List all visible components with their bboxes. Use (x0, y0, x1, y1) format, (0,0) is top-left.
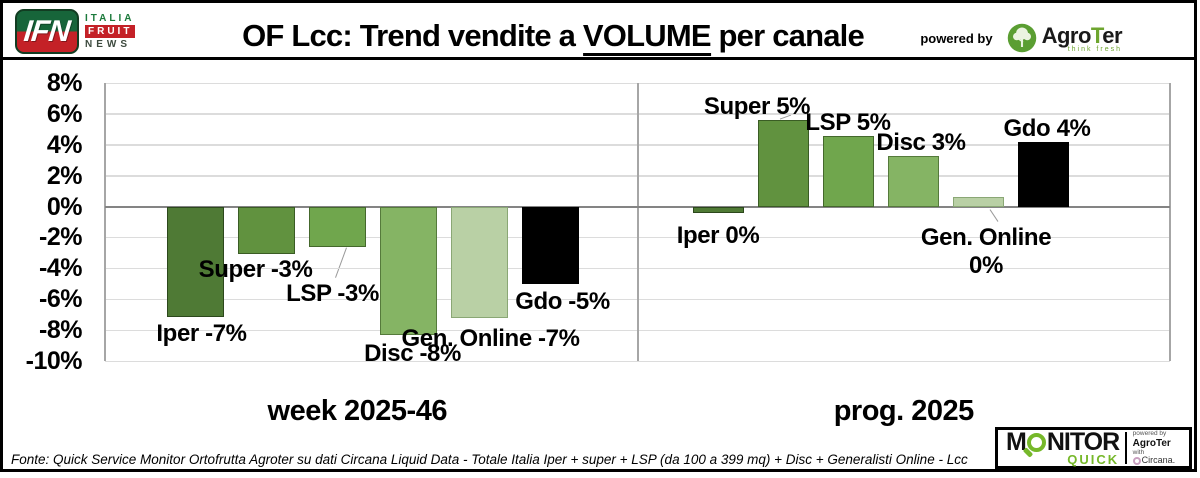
bar-prog-gdo (1017, 141, 1069, 207)
bar-chart: 8% 6% 4% 2% 0% -2% -4% -6% -8% -10% week 2025-46 Ip… (3, 3, 1194, 469)
bar-label: LSP -3% (286, 279, 379, 307)
monitor-word-pre: M (1006, 428, 1027, 456)
monitor-with: with (1132, 448, 1145, 456)
monitor-powered-by: powered by (1132, 430, 1167, 438)
y-axis-tick-label: 4% (46, 130, 83, 159)
bar-label: Gen. Online 0% (920, 223, 1052, 279)
ifn-logo: IFN ITALIA FRUIT NEWS (15, 9, 136, 54)
monitor-quick-wordmark: M NITOR QUICK (1006, 428, 1120, 467)
zero-line (105, 205, 1170, 208)
agroter-tagline: think fresh (1067, 46, 1122, 53)
title-underlined: VOLUME (582, 18, 712, 56)
agroter-name-pre: Agro (1041, 23, 1092, 48)
bar-week-gen-online (451, 206, 508, 318)
title-pre: OF Lcc: Trend vendite a (242, 18, 583, 53)
bar-label: Disc -8% (364, 339, 461, 367)
circana-logo: Circana. (1132, 454, 1176, 466)
y-axis-tick-label: 2% (46, 161, 83, 190)
bar-label: Gen. Online -7% (401, 324, 580, 352)
ifn-badge: IFN (15, 9, 79, 54)
y-axis-tick-label: 8% (46, 69, 83, 97)
monitor-credits: powered by AgroTer with Circana. (1132, 430, 1176, 466)
bar-prog-gen-online (952, 197, 1004, 207)
y-axis-tick-label: 6% (46, 99, 83, 128)
bar-prog-iper (692, 206, 744, 214)
bar-label: Iper -7% (156, 319, 247, 347)
bar-week-gdo (522, 206, 579, 284)
bar-week-disc (380, 206, 437, 335)
bar-label: Gdo -5% (515, 287, 610, 315)
powered-by-label: powered by (920, 30, 993, 46)
source-note: Fonte: Quick Service Monitor Ortofrutta … (11, 452, 968, 467)
plot-right-border (1169, 83, 1171, 361)
bar-prog-lsp (822, 135, 874, 207)
y-axis-line (104, 83, 106, 361)
panel-caption: week 2025-46 (267, 395, 448, 427)
ifn-wordmark: ITALIA FRUIT NEWS (85, 13, 136, 50)
bar-label: Iper 0% (676, 221, 760, 249)
agroter-tree-icon (1007, 23, 1036, 53)
bar-label: Disc 3% (876, 128, 966, 156)
monitor-divider (1125, 432, 1127, 464)
page-title: OF Lcc: Trend vendite a VOLUME per canal… (242, 18, 865, 56)
panel-caption: prog. 2025 (833, 395, 975, 427)
y-axis-tick-label: -2% (39, 223, 82, 252)
y-axis-tick-label: 0% (46, 192, 83, 221)
monitor-word: M NITOR (1006, 428, 1120, 458)
bar-prog-super (757, 120, 809, 207)
bar-week-super (238, 206, 295, 255)
leader-line (335, 247, 347, 278)
circana-dot-icon (1132, 456, 1141, 465)
gridline (105, 360, 1170, 362)
bar-label: Gdo 4% (1003, 114, 1091, 142)
panel-divider (636, 83, 639, 361)
quick-label: QUICK (1067, 452, 1120, 467)
bar-prog-disc (887, 155, 939, 207)
bar-label: LSP 5% (805, 108, 891, 136)
circana-label: Circana. (1141, 454, 1176, 465)
monitor-quick-logo: M NITOR QUICK powered by AgroTer with Cir… (995, 427, 1192, 469)
leader-line (989, 209, 999, 222)
magnifier-icon (1022, 433, 1046, 458)
agroter-logo: AgroTer think fresh (1007, 23, 1122, 53)
y-axis-tick-label: -4% (39, 254, 82, 283)
agroter-name-t: T (1090, 23, 1103, 48)
agroter-wordmark: AgroTer think fresh (1041, 23, 1123, 53)
bar-label: Super -3% (198, 256, 313, 284)
bar-week-lsp (309, 206, 366, 247)
bar-week-iper (167, 206, 224, 317)
header-bar: IFN ITALIA FRUIT NEWS OF Lcc: Trend vend… (3, 3, 1194, 60)
ifn-news-text: NEWS (85, 39, 131, 50)
monitor-word-post: NITOR (1046, 428, 1120, 456)
powered-by-block: powered by AgroTer think fresh (920, 23, 1122, 53)
ifn-italia-text: ITALIA (85, 13, 135, 24)
y-axis-tick-label: -10% (25, 347, 83, 375)
bar-label: Super 5% (703, 93, 811, 121)
agroter-name-post: er (1102, 23, 1122, 48)
monitor-agroter: AgroTer (1132, 437, 1171, 449)
title-post: per canale (710, 18, 865, 53)
y-axis-tick-label: -6% (39, 285, 82, 314)
ifn-fruit-text: FRUIT (85, 25, 136, 38)
y-axis-tick-label: -8% (39, 316, 82, 345)
